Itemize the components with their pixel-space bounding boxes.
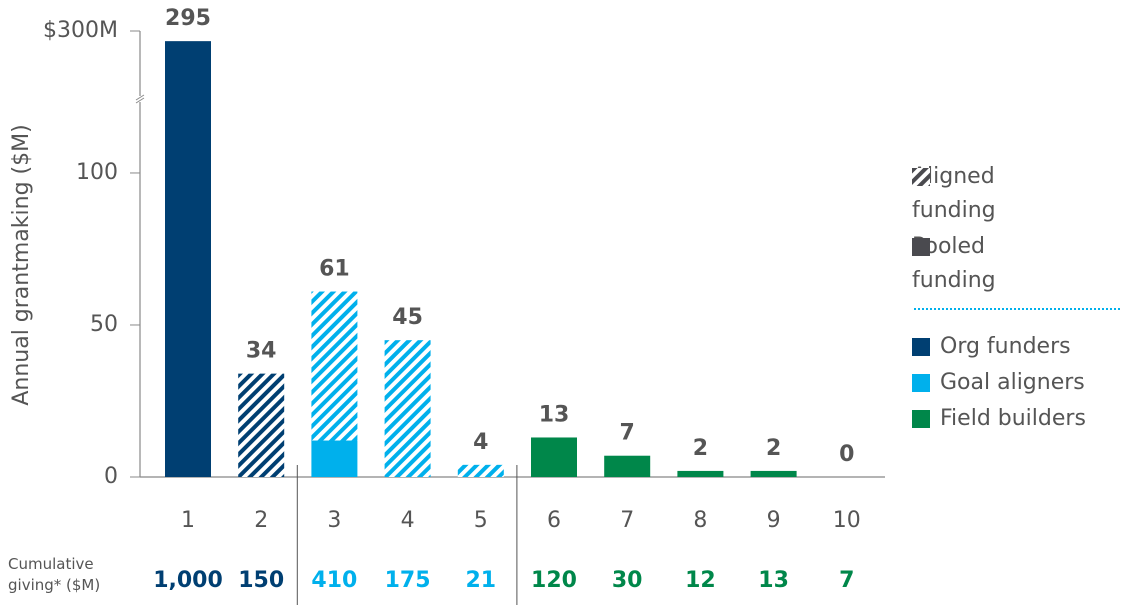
value-label: 4 [473, 430, 488, 455]
legend-item: Org funders [912, 330, 1132, 364]
legend-swatch [912, 238, 930, 256]
bar-segment [311, 291, 358, 441]
bar-segment [457, 464, 504, 477]
bar-segment [604, 455, 651, 477]
value-label: 0 [839, 442, 854, 467]
x-tick-label: 6 [547, 508, 561, 533]
axis-break [135, 97, 145, 104]
value-label: 34 [246, 339, 277, 364]
axis-break-gap [134, 96, 146, 102]
value-label: 61 [319, 257, 350, 282]
y-tick-label: 0 [104, 464, 118, 489]
legend-separator [914, 308, 1120, 310]
cumulative-value: 120 [531, 568, 577, 593]
x-tick-label: 5 [474, 508, 488, 533]
cumulative-value: 13 [758, 568, 789, 593]
value-label: 7 [620, 421, 635, 446]
y-tick-label: 50 [90, 312, 118, 337]
bar-segment [531, 437, 577, 477]
legend-item: Field builders [912, 402, 1132, 436]
legend-label: Org funders [940, 334, 1071, 359]
x-tick-label: 7 [620, 508, 634, 533]
value-label: 2 [766, 436, 781, 461]
axis-break [135, 94, 145, 101]
legend-swatch [912, 374, 930, 392]
legend-item: Pooled funding [912, 230, 1052, 298]
y-tick-label: $300M [43, 18, 118, 43]
bar-segment [165, 41, 211, 477]
x-tick-label: 4 [401, 508, 415, 533]
cumulative-value: 410 [311, 568, 357, 593]
y-axis-title: Annual grantmaking ($M) [9, 124, 34, 405]
x-tick-label: 3 [327, 508, 341, 533]
legend-swatch-fill [912, 238, 930, 256]
value-label: 295 [165, 6, 211, 31]
value-label: 2 [693, 436, 708, 461]
legend-swatch [912, 338, 930, 356]
legend-label: Field builders [940, 406, 1086, 431]
bar-segment [238, 373, 285, 477]
legend-item: Goal aligners [912, 366, 1132, 400]
x-tick-label: 8 [693, 508, 707, 533]
y-tick-label: 100 [76, 160, 118, 185]
bar-segment [677, 470, 724, 477]
legend-swatch [912, 168, 930, 186]
value-label: 13 [539, 402, 570, 427]
legend-swatch-fill [912, 168, 930, 186]
x-tick-label: 9 [767, 508, 781, 533]
legend-label: Pooled funding [912, 234, 996, 293]
legend-swatch [912, 410, 930, 428]
cumulative-value: 1,000 [153, 568, 223, 593]
cumulative-value: 175 [385, 568, 431, 593]
bar-segment [384, 340, 431, 477]
cumulative-label: Cumulative giving* ($M) [8, 555, 101, 594]
cumulative-value: 21 [465, 568, 496, 593]
cumulative-value: 12 [685, 568, 716, 593]
legend-item: Aligned funding [912, 160, 1052, 228]
cumulative-value: 150 [238, 568, 284, 593]
legend-label: Aligned funding [912, 164, 996, 223]
bar-segment [311, 440, 358, 477]
x-tick-label: 10 [833, 508, 861, 533]
legend-label: Goal aligners [940, 370, 1085, 395]
bar-segment [750, 470, 797, 477]
cumulative-value: 7 [839, 568, 854, 593]
cumulative-value: 30 [612, 568, 643, 593]
value-label: 45 [392, 305, 423, 330]
x-tick-label: 1 [181, 508, 195, 533]
x-tick-label: 2 [254, 508, 268, 533]
